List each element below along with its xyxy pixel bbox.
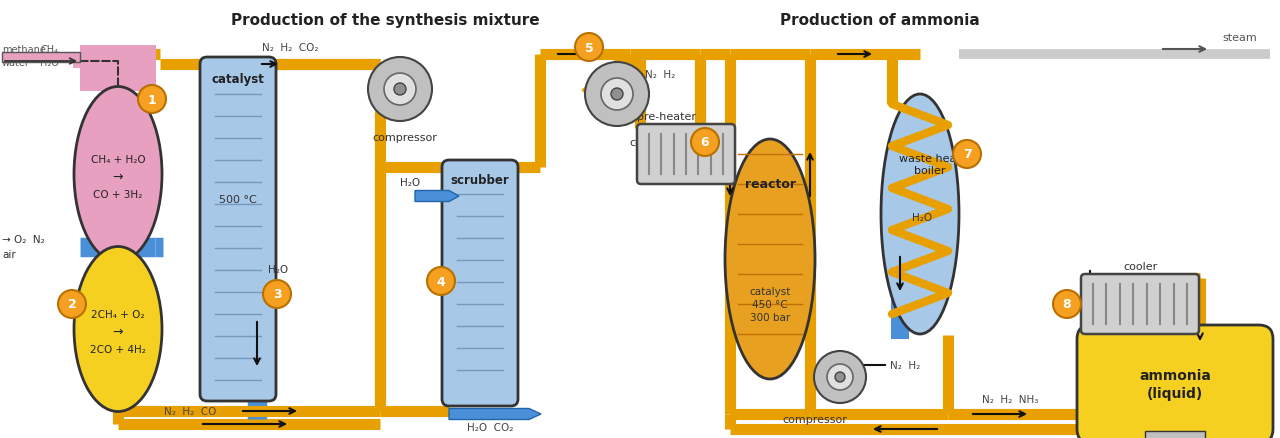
Text: CO + 3H₂: CO + 3H₂ bbox=[93, 190, 142, 200]
Text: →: → bbox=[113, 170, 123, 183]
Text: CH₄: CH₄ bbox=[40, 45, 58, 55]
FancyArrow shape bbox=[3, 53, 81, 63]
Text: water: water bbox=[3, 58, 29, 68]
Circle shape bbox=[428, 267, 454, 295]
Text: steam: steam bbox=[1222, 33, 1257, 43]
Text: 3: 3 bbox=[273, 288, 282, 301]
Circle shape bbox=[611, 89, 623, 101]
Text: compressor: compressor bbox=[630, 138, 695, 148]
Text: catalyst: catalyst bbox=[211, 73, 265, 86]
Circle shape bbox=[814, 351, 867, 403]
Text: scrubber: scrubber bbox=[451, 173, 509, 186]
Text: Production of the synthesis mixture: Production of the synthesis mixture bbox=[230, 12, 539, 28]
Ellipse shape bbox=[881, 95, 959, 334]
Text: 4: 4 bbox=[436, 275, 445, 288]
Text: catalyst
450 °C
300 bar: catalyst 450 °C 300 bar bbox=[749, 286, 791, 322]
Text: 2CO + 4H₂: 2CO + 4H₂ bbox=[90, 344, 146, 354]
Text: 7: 7 bbox=[963, 148, 972, 161]
FancyBboxPatch shape bbox=[1082, 274, 1199, 334]
Text: H₂O  CO₂: H₂O CO₂ bbox=[467, 422, 513, 432]
Text: H₂O: H₂O bbox=[913, 212, 932, 223]
Text: reactor: reactor bbox=[745, 178, 795, 191]
Text: compressor: compressor bbox=[782, 414, 847, 424]
Text: N₂  H₂  NH₃: N₂ H₂ NH₃ bbox=[982, 394, 1038, 404]
Circle shape bbox=[384, 74, 416, 106]
FancyBboxPatch shape bbox=[81, 46, 156, 92]
Text: air: air bbox=[3, 249, 15, 259]
Text: 5: 5 bbox=[585, 42, 594, 54]
Circle shape bbox=[585, 63, 649, 127]
Circle shape bbox=[1053, 290, 1082, 318]
Text: methane: methane bbox=[3, 45, 46, 55]
Text: 6: 6 bbox=[700, 136, 709, 149]
Text: H₂O: H₂O bbox=[268, 265, 288, 274]
Text: N₂  H₂  CO₂: N₂ H₂ CO₂ bbox=[261, 43, 319, 53]
Text: Production of ammonia: Production of ammonia bbox=[780, 12, 980, 28]
Text: 2CH₄ + O₂: 2CH₄ + O₂ bbox=[91, 309, 145, 319]
Circle shape bbox=[138, 86, 166, 114]
FancyArrow shape bbox=[449, 409, 541, 420]
Text: 8: 8 bbox=[1062, 298, 1071, 311]
Circle shape bbox=[394, 84, 406, 96]
Text: N₂  H₂: N₂ H₂ bbox=[645, 70, 675, 80]
Text: CH₄ + H₂O: CH₄ + H₂O bbox=[91, 155, 146, 165]
Text: compressor: compressor bbox=[372, 133, 438, 143]
Ellipse shape bbox=[74, 247, 163, 412]
Circle shape bbox=[58, 290, 86, 318]
Text: H₂O: H₂O bbox=[401, 177, 420, 187]
Circle shape bbox=[602, 79, 634, 111]
FancyBboxPatch shape bbox=[1076, 325, 1274, 438]
FancyBboxPatch shape bbox=[442, 161, 518, 406]
Circle shape bbox=[827, 364, 852, 390]
Ellipse shape bbox=[724, 140, 815, 379]
Text: waste heat
boiler: waste heat boiler bbox=[899, 153, 961, 176]
Circle shape bbox=[369, 58, 433, 122]
Bar bbox=[1146, 431, 1204, 438]
Text: pre-heater: pre-heater bbox=[636, 112, 695, 122]
Circle shape bbox=[262, 280, 291, 308]
Text: cooler: cooler bbox=[1123, 261, 1157, 272]
FancyBboxPatch shape bbox=[200, 58, 276, 401]
Text: 2: 2 bbox=[68, 298, 77, 311]
Text: → O₂  N₂: → O₂ N₂ bbox=[3, 234, 45, 244]
Text: N₂  H₂: N₂ H₂ bbox=[890, 360, 920, 370]
Text: ammonia
(liquid): ammonia (liquid) bbox=[1139, 368, 1211, 400]
FancyArrow shape bbox=[415, 191, 460, 202]
Text: →: → bbox=[113, 325, 123, 338]
Text: 1: 1 bbox=[147, 93, 156, 106]
Ellipse shape bbox=[74, 87, 163, 262]
Text: N₂  H₂  CO: N₂ H₂ CO bbox=[164, 406, 216, 416]
FancyBboxPatch shape bbox=[637, 125, 735, 184]
Text: 500 °C: 500 °C bbox=[219, 194, 257, 205]
Text: H₂O: H₂O bbox=[40, 58, 59, 68]
Circle shape bbox=[835, 372, 845, 382]
Circle shape bbox=[954, 141, 980, 169]
Circle shape bbox=[575, 34, 603, 62]
Circle shape bbox=[691, 129, 719, 157]
